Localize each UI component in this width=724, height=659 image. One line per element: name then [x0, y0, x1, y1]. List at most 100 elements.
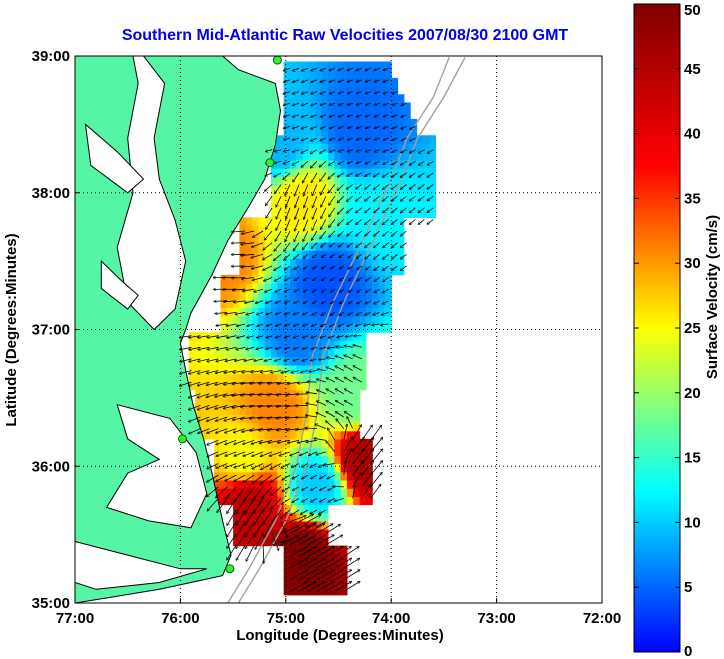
radar-station-marker: [225, 564, 235, 574]
velocity-cell: [264, 422, 272, 432]
velocity-cell: [271, 274, 278, 284]
velocity-cell: [239, 225, 247, 235]
velocity-cell: [315, 143, 323, 153]
velocity-cell: [391, 118, 399, 128]
velocity-arrow: [245, 533, 255, 548]
velocity-cell: [309, 586, 316, 596]
velocity-cell: [245, 356, 253, 366]
velocity-cell: [271, 209, 278, 218]
velocity-arrow: [264, 358, 273, 361]
velocity-cell: [365, 258, 373, 268]
velocity-cell: [271, 496, 278, 506]
velocity-arrow: [317, 390, 327, 395]
velocity-cell: [296, 562, 304, 571]
velocity-cell: [252, 365, 259, 374]
velocity-cell: [340, 438, 348, 448]
velocity-arrow: [227, 509, 237, 525]
velocity-cell: [384, 184, 392, 194]
velocity-cell: [328, 127, 335, 136]
velocity-arrow: [225, 474, 237, 481]
velocity-arrow: [252, 463, 264, 469]
velocity-cell: [384, 61, 392, 71]
velocity-cell: [296, 110, 304, 120]
velocity-cell: [410, 168, 418, 177]
velocity-cell: [346, 143, 354, 153]
velocity-arrow: [365, 92, 371, 94]
velocity-cell: [271, 192, 278, 202]
velocity-cell: [245, 430, 253, 440]
velocity-cell: [302, 315, 310, 325]
velocity-cell: [283, 266, 291, 276]
velocity-cell: [233, 389, 240, 399]
velocity-cell: [283, 151, 291, 161]
velocity-cell: [359, 324, 367, 333]
velocity-arrow: [311, 486, 318, 491]
velocity-cell: [340, 479, 348, 489]
velocity-cell: [321, 274, 329, 284]
inland-water: [75, 540, 207, 590]
velocity-cell: [309, 250, 316, 259]
velocity-cell: [302, 373, 310, 383]
velocity-cell: [328, 381, 335, 391]
velocity-cell: [214, 414, 221, 424]
velocity-arrow: [361, 438, 374, 453]
velocity-arrow: [243, 463, 255, 469]
velocity-arrow: [302, 102, 309, 105]
velocity-arrow: [365, 126, 371, 128]
x-axis-label: Longitude (Degrees:Minutes): [236, 627, 444, 644]
velocity-cell: [315, 479, 323, 489]
velocity-cell: [403, 143, 411, 153]
velocity-arrow: [284, 254, 291, 260]
velocity-cell: [309, 381, 316, 391]
velocity-arrow: [298, 570, 316, 581]
velocity-arrow: [343, 570, 360, 581]
velocity-arrow: [343, 461, 346, 476]
velocity-cell: [340, 209, 348, 218]
velocity-arrow: [312, 207, 318, 219]
velocity-cell: [264, 488, 272, 497]
velocity-arrow: [235, 486, 246, 501]
velocity-cell: [346, 315, 354, 325]
velocity-cell: [346, 422, 354, 432]
velocity-arrow: [320, 347, 327, 349]
velocity-cell: [271, 438, 278, 448]
velocity-cell: [296, 118, 304, 128]
velocity-arrow: [266, 219, 273, 229]
velocity-arrow: [344, 377, 353, 383]
velocity-arrow: [344, 389, 353, 395]
velocity-cell: [290, 324, 297, 333]
velocity-cell: [328, 143, 335, 153]
velocity-cell: [245, 307, 253, 317]
velocity-arrow: [253, 486, 264, 501]
velocity-cell: [220, 348, 228, 358]
velocity-arrow: [216, 451, 228, 456]
velocity-cell: [302, 479, 310, 489]
velocity-cell: [340, 283, 348, 292]
velocity-arrow: [326, 367, 335, 371]
velocity-cell: [302, 496, 310, 506]
velocity-cell: [290, 422, 297, 432]
velocity-cell: [277, 225, 285, 235]
velocity-cell: [290, 233, 297, 243]
velocity-cell: [290, 512, 297, 522]
velocity-arrow: [401, 102, 407, 105]
velocity-cell: [334, 86, 342, 95]
velocity-cell: [233, 430, 240, 440]
velocity-cell: [340, 168, 348, 177]
velocity-cell: [334, 168, 342, 177]
velocity-cell: [296, 356, 304, 366]
velocity-arrow: [302, 67, 309, 71]
velocity-cell: [264, 537, 272, 547]
velocity-cell: [321, 184, 329, 194]
x-axis-ticks: 77:00 76:00 75:00 74:00 73:00 72:00: [56, 598, 621, 627]
velocity-cell: [334, 151, 342, 161]
velocity-cell: [315, 274, 323, 284]
velocity-arrow: [275, 347, 282, 349]
velocity-cell: [378, 307, 386, 317]
velocity-cell: [416, 192, 424, 202]
velocity-arrow: [370, 438, 383, 453]
velocity-cell: [296, 537, 304, 547]
velocity-arrow: [301, 137, 309, 141]
velocity-arrow: [320, 67, 327, 70]
velocity-arrow: [343, 547, 359, 557]
